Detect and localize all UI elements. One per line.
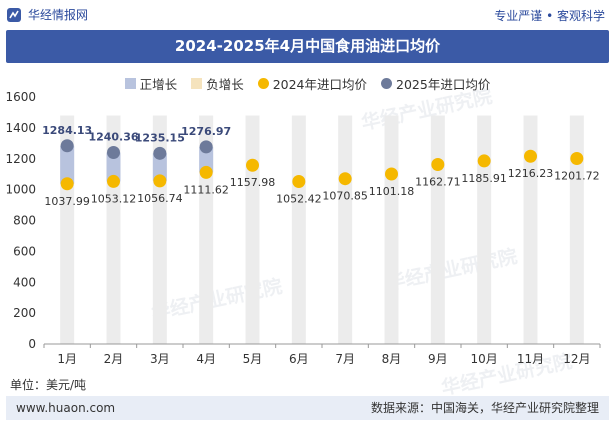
- legend-item-positive[interactable]: 正增长: [124, 73, 178, 93]
- data-label-2024: 1056.74: [137, 192, 183, 205]
- data-label-2024: 1216.23: [508, 167, 554, 180]
- x-tick-label: 10月: [471, 352, 498, 366]
- footer-bar: www.huaon.com 数据来源：中国海关，华经产业研究院整理: [6, 396, 609, 420]
- category-column: [338, 115, 353, 345]
- legend-swatch-2024: [257, 77, 269, 89]
- footer-url[interactable]: www.huaon.com: [16, 401, 116, 415]
- logo-icon: [7, 7, 21, 22]
- tagline: 专业严谨 • 客观科学: [494, 9, 605, 23]
- legend-label: 2025年进口均价: [396, 76, 491, 92]
- point-2024: [431, 158, 445, 172]
- x-tick-label: 12月: [563, 352, 590, 366]
- brand-logo[interactable]: 华经情报网: [6, 6, 88, 23]
- growth-bar-positive: [106, 152, 121, 182]
- point-2024: [477, 154, 491, 168]
- y-tick-label: 800: [13, 214, 36, 228]
- data-label-2025: 1240.36: [88, 131, 138, 144]
- x-tick-label: 4月: [196, 352, 216, 366]
- legend-label: 负增长: [206, 76, 244, 92]
- top-bar: 华经情报网 专业严谨 • 客观科学: [0, 0, 615, 30]
- footer-source: 数据来源：中国海关，华经产业研究院整理: [370, 401, 599, 415]
- x-tick-label: 6月: [289, 352, 309, 366]
- data-label-2024: 1052.42: [276, 193, 322, 206]
- point-2025: [107, 146, 120, 160]
- point-2024: [60, 177, 74, 191]
- point-2024: [199, 165, 213, 179]
- x-tick-label: 9月: [428, 352, 448, 366]
- y-tick-label: 1000: [5, 183, 36, 197]
- growth-bar-positive: [152, 153, 167, 181]
- legend-swatch-positive: [124, 77, 136, 89]
- x-tick-label: 2月: [104, 352, 124, 366]
- category-column: [430, 115, 445, 345]
- category-column: [569, 115, 584, 345]
- category-column: [477, 115, 492, 345]
- point-2024: [524, 149, 537, 163]
- y-tick-label: 0: [28, 337, 36, 351]
- data-label-2024: 1053.12: [91, 192, 137, 205]
- y-tick-label: 1200: [5, 152, 36, 166]
- data-label-2024: 1201.72: [554, 169, 600, 182]
- point-2025: [199, 140, 213, 154]
- x-tick-label: 8月: [382, 352, 402, 366]
- data-label-2025: 1284.13: [42, 124, 92, 137]
- data-label-2024: 1162.71: [415, 176, 461, 189]
- legend-label: 正增长: [139, 76, 178, 92]
- chart-legend: 正增长 负增长 2024年进口均价 2025年进口均价: [0, 73, 615, 93]
- point-2024: [385, 167, 398, 181]
- x-tick-label: 5月: [243, 352, 263, 366]
- point-2024: [570, 151, 584, 165]
- point-2025: [60, 139, 74, 153]
- point-2025: [153, 146, 167, 160]
- chart-title: 2024-2025年4月中国食用油进口均价: [6, 30, 609, 63]
- data-label-2024: 1070.85: [322, 190, 368, 203]
- category-column: [245, 115, 260, 345]
- legend-swatch-negative: [191, 77, 203, 89]
- legend-swatch-2025: [381, 77, 393, 89]
- y-tick-label: 1400: [5, 121, 36, 135]
- data-label-2024: 1111.62: [183, 183, 229, 196]
- point-2024: [153, 174, 167, 188]
- legend-label: 2024年进口均价: [272, 76, 368, 92]
- growth-bar-positive: [60, 145, 75, 184]
- category-column: [523, 115, 538, 345]
- y-tick-label: 400: [13, 275, 36, 289]
- data-label-2024: 1157.98: [230, 176, 276, 189]
- data-label-2025: 1276.97: [181, 125, 231, 138]
- legend-item-2025[interactable]: 2025年进口均价: [381, 73, 490, 93]
- data-label-2024: 1101.18: [369, 185, 415, 198]
- point-2024: [292, 175, 306, 189]
- unit-label: 单位：美元/吨: [10, 378, 87, 392]
- y-tick-label: 200: [13, 306, 36, 320]
- x-tick-label: 3月: [150, 352, 170, 366]
- data-label-2025: 1235.15: [135, 131, 185, 144]
- y-tick-label: 1600: [5, 90, 36, 104]
- brand-name: 华经情报网: [28, 8, 89, 22]
- x-tick-label: 1月: [57, 352, 77, 366]
- y-tick-label: 600: [13, 244, 36, 258]
- point-2024: [107, 174, 120, 188]
- point-2024: [246, 158, 259, 172]
- data-label-2024: 1037.99: [44, 195, 90, 208]
- category-column: [291, 115, 306, 345]
- data-label-2024: 1185.91: [461, 172, 507, 185]
- x-tick-label: 7月: [335, 352, 355, 366]
- category-column: [384, 115, 399, 345]
- growth-bar-positive: [199, 146, 214, 173]
- x-tick-label: 11月: [517, 352, 544, 366]
- legend-item-negative[interactable]: 负增长: [191, 73, 244, 93]
- point-2024: [338, 172, 352, 186]
- legend-item-2024[interactable]: 2024年进口均价: [257, 73, 368, 93]
